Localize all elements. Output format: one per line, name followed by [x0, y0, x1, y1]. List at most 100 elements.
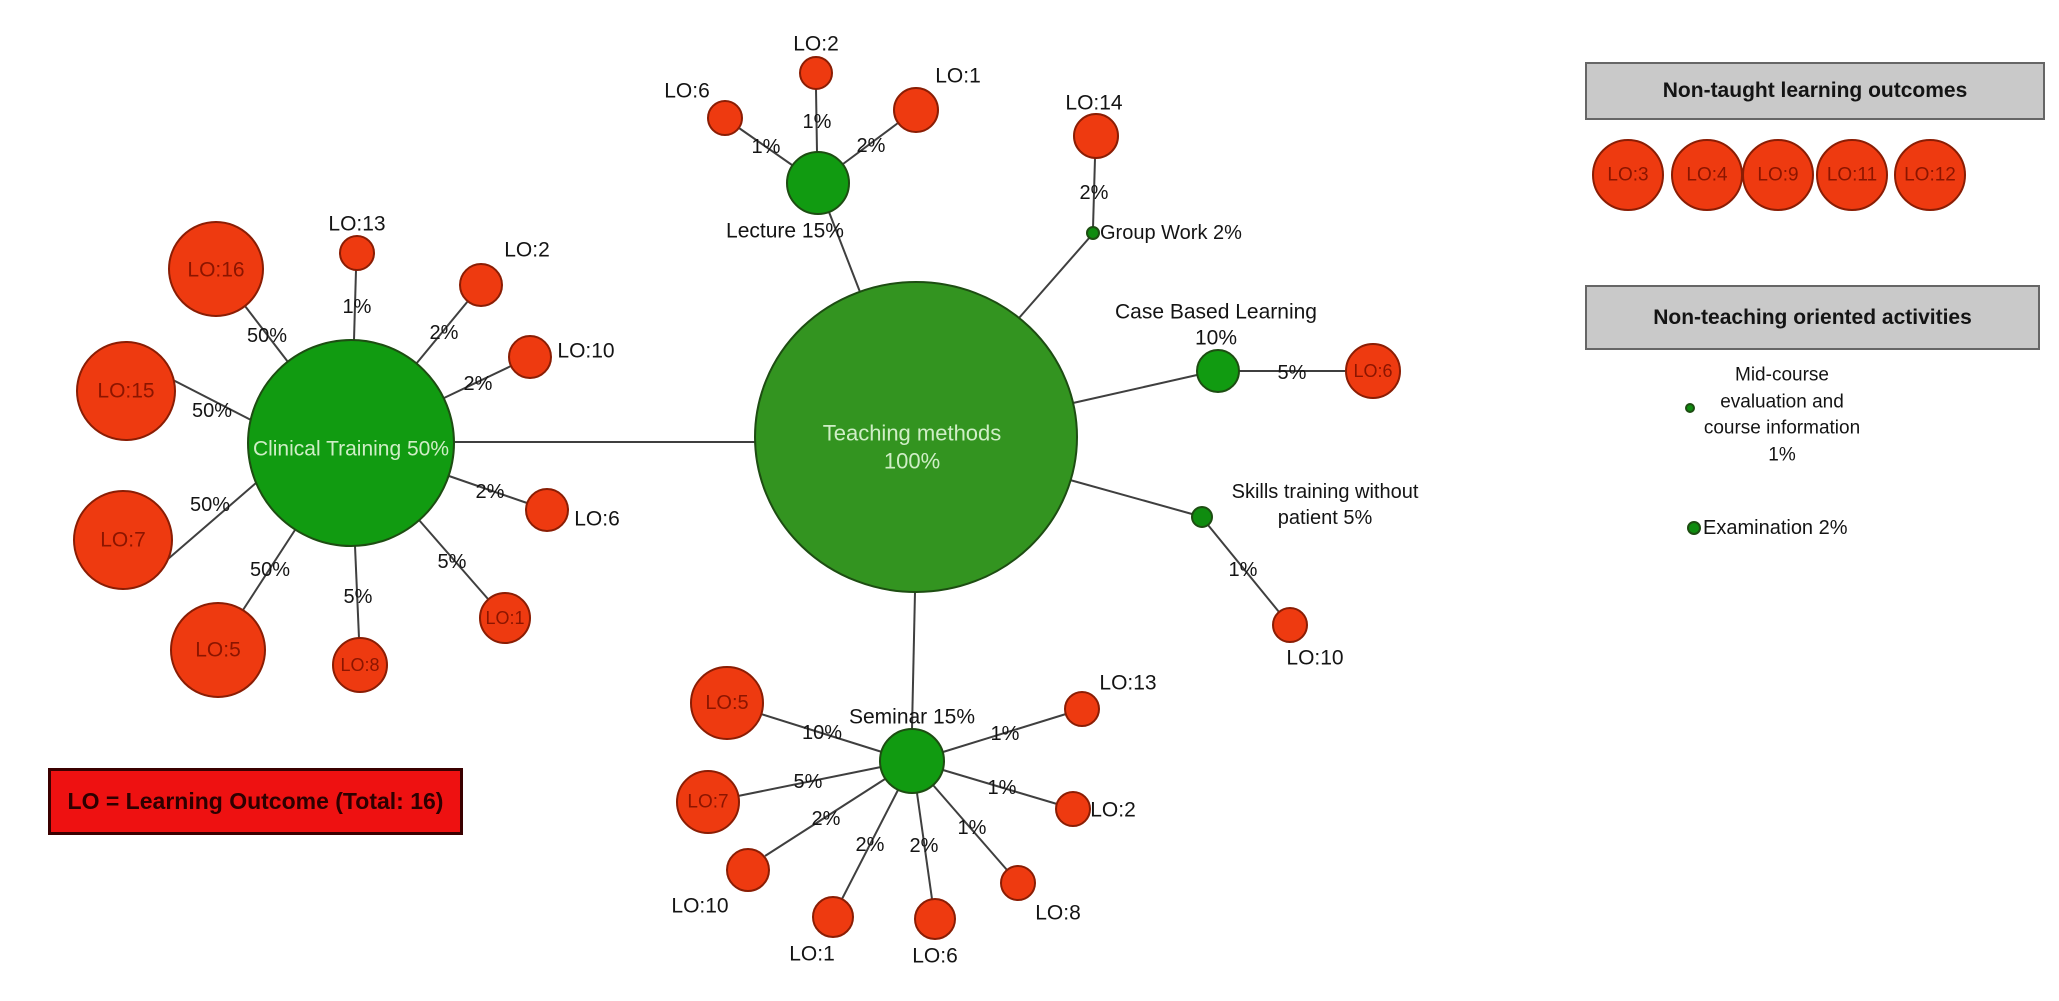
- pct-seminar-lo1: 2%: [856, 834, 885, 856]
- node-skills-dot: [1191, 506, 1213, 528]
- node-seminar: [879, 728, 945, 794]
- edge-seminar-lo5: [760, 713, 883, 753]
- edge-lecture-lo2: [815, 88, 818, 153]
- label-clinical-lo8: LO:8: [340, 655, 379, 675]
- pct-clinical-lo16: 50%: [247, 325, 287, 347]
- pct-lecture-lo6: 1%: [752, 136, 781, 158]
- lo-legend-text: LO = Learning Outcome (Total: 16): [67, 788, 444, 814]
- label-nontaught-lo3: LO:3: [1607, 165, 1648, 186]
- label-seminar-lo10: LO:10: [671, 895, 728, 918]
- node-skills-lo10: [1272, 607, 1308, 643]
- node-seminar-lo5: [690, 666, 764, 740]
- node-examination-dot: [1687, 521, 1701, 535]
- node-seminar-lo10: [726, 848, 770, 892]
- label-case-lo6: LO:6: [1353, 361, 1392, 381]
- label-lecture-lo1: LO:1: [935, 65, 981, 88]
- node-teaching-methods: [754, 281, 1078, 593]
- node-clinical-lo2: [459, 263, 503, 307]
- edge-teaching-seminar: [911, 591, 916, 730]
- edge-teaching-lecture: [828, 211, 861, 293]
- label-nontaught-lo4: LO:4: [1686, 165, 1728, 186]
- node-clinical-lo1: [479, 592, 531, 644]
- edge-teaching-skills: [1069, 479, 1193, 515]
- pct-clinical-lo6: 2%: [476, 481, 505, 503]
- pct-clinical-lo5: 50%: [250, 559, 290, 581]
- non-teaching-activities-title: Non-teaching oriented activities: [1653, 305, 1972, 329]
- edge-clinical-lo5: [242, 529, 296, 611]
- edge-clinical-lo7: [167, 482, 257, 560]
- label-group-work: Group Work 2%: [1100, 222, 1242, 244]
- lo-legend-box: LO = Learning Outcome (Total: 16): [48, 768, 463, 835]
- node-midcourse-dot: [1685, 403, 1695, 413]
- edge-groupwork-lo14: [1092, 157, 1096, 229]
- label-clinical-lo2: LO:2: [504, 239, 550, 262]
- edge-clinical-lo15: [172, 379, 252, 421]
- label-clinical-lo16: LO:16: [187, 259, 244, 282]
- label-seminar: Seminar 15%: [849, 706, 975, 729]
- edge-clinical-lo2: [415, 300, 469, 365]
- label-teaching-line1: Teaching methods: [823, 421, 1002, 446]
- label-clinical-lo5: LO:5: [195, 639, 241, 662]
- pct-seminar-lo5: 10%: [802, 722, 842, 744]
- edge-seminar-lo13: [942, 713, 1067, 753]
- label-lecture-lo2: LO:2: [793, 33, 839, 56]
- edge-clinical-lo10: [443, 365, 512, 399]
- node-clinical-training: [247, 339, 455, 547]
- label-clinical-training: Clinical Training 50%: [253, 438, 449, 461]
- node-case-lo6: [1345, 343, 1401, 399]
- label-clinical-lo15: LO:15: [97, 380, 154, 403]
- label-clinical-lo10: LO:10: [557, 340, 614, 363]
- node-clinical-lo10: [508, 335, 552, 379]
- pct-lecture-lo1: 2%: [857, 135, 886, 157]
- label-clinical-lo7: LO:7: [100, 529, 146, 552]
- node-seminar-lo7: [676, 770, 740, 834]
- node-lecture-lo2: [799, 56, 833, 90]
- edge-clinical-lo6: [448, 475, 528, 504]
- label-seminar-lo5: LO:5: [705, 692, 748, 714]
- node-lecture-lo6: [707, 100, 743, 136]
- pct-lecture-lo2: 1%: [803, 111, 832, 133]
- node-lecture-lo1: [893, 87, 939, 133]
- non-taught-outcomes-title: Non-taught learning outcomes: [1662, 79, 1968, 102]
- node-nontaught-lo12: [1894, 139, 1966, 211]
- node-clinical-lo5: [170, 602, 266, 698]
- pct-seminar-lo7: 5%: [794, 771, 823, 793]
- pct-seminar-lo2: 1%: [988, 777, 1017, 799]
- pct-group-lo14: 2%: [1080, 182, 1109, 204]
- non-teaching-activities-header: Non-teaching oriented activities: [1585, 285, 2040, 350]
- edge-seminar-lo8: [932, 784, 1008, 871]
- label-case-based-line2: 10%: [1195, 327, 1237, 350]
- label-seminar-lo6: LO:6: [912, 945, 958, 968]
- label-skills-lo10: LO:10: [1286, 647, 1343, 670]
- label-seminar-lo7: LO:7: [687, 792, 728, 813]
- node-clinical-lo16: [168, 221, 264, 317]
- label-nontaught-lo9: LO:9: [1757, 165, 1798, 186]
- label-seminar-lo8: LO:8: [1035, 902, 1081, 925]
- label-teaching-line2: 100%: [884, 449, 940, 474]
- label-lecture-lo6: LO:6: [664, 80, 710, 103]
- pct-seminar-lo8: 1%: [958, 817, 987, 839]
- label-group-lo14: LO:14: [1065, 92, 1123, 115]
- label-case-based-line1: Case Based Learning: [1115, 301, 1317, 324]
- label-skills-line2: patient 5%: [1278, 507, 1373, 529]
- label-clinical-lo1: LO:1: [485, 608, 524, 628]
- label-nontaught-lo12: LO:12: [1904, 165, 1956, 186]
- node-lecture: [786, 151, 850, 215]
- node-group-lo14: [1073, 113, 1119, 159]
- pct-clinical-lo13: 1%: [343, 296, 372, 318]
- label-nontaught-lo11: LO:11: [1827, 165, 1877, 186]
- node-clinical-lo15: [76, 341, 176, 441]
- label-midcourse-line2: evaluation and: [1720, 392, 1844, 413]
- pct-clinical-lo1: 5%: [438, 551, 467, 573]
- pct-seminar-lo6: 2%: [910, 835, 939, 857]
- pct-clinical-lo15: 50%: [192, 400, 232, 422]
- node-seminar-lo13: [1064, 691, 1100, 727]
- node-clinical-lo6: [525, 488, 569, 532]
- label-clinical-lo6: LO:6: [574, 508, 620, 531]
- edge-seminar-lo7: [737, 766, 882, 797]
- label-clinical-lo13: LO:13: [328, 213, 385, 236]
- edge-lecture-lo6: [738, 127, 793, 166]
- node-seminar-lo1: [812, 896, 854, 938]
- edge-seminar-lo1: [841, 789, 899, 900]
- label-midcourse-line1: Mid-course: [1735, 365, 1829, 386]
